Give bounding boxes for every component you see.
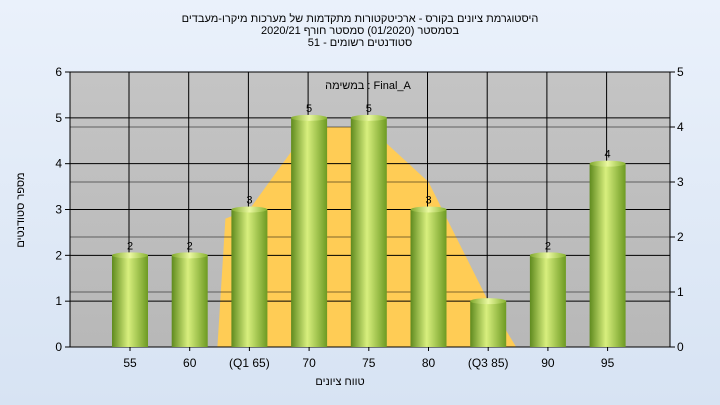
y-tick-label: 4 [55,157,62,171]
x-tick-label: 80 [422,356,436,370]
y2-tick-label: 5 [677,65,684,79]
y2-tick-label: 0 [677,340,684,354]
x-tick-label: (Q1 65) [229,356,270,370]
bar [291,117,328,347]
task-annotation: במשימה : Final_A [325,80,411,92]
bar [171,255,208,347]
x-axis-label: טווח ציונים [315,376,364,388]
bar-layer [112,114,626,347]
x-tick-label: 90 [541,356,555,370]
y-tick-label: 0 [55,340,62,354]
y2-tick-label: 4 [677,120,684,134]
chart-title-line-2: בסמסטר (01/2020) סמסטר חורף 2020/21 [261,25,459,37]
data-label: 4 [605,149,611,161]
bar-top [529,252,566,259]
y-tick-label: 5 [55,111,62,125]
x-tick-label: (Q3 85) [468,356,509,370]
x-tick-label: 75 [362,356,376,370]
data-label: 2 [545,240,551,252]
data-label: 3 [246,195,252,207]
bar-top [470,298,507,305]
bar [470,301,507,347]
chart-title-line-1: היסטוגרמת ציונים בקורס - ארכיטקטורות מתק… [182,12,539,25]
y-tick-label: 2 [55,248,62,262]
x-tick-label: 60 [183,356,197,370]
x-tick-label: 55 [123,356,137,370]
y2-tick-label: 2 [677,230,684,244]
bar [231,209,268,347]
bar-top [231,206,268,213]
chart-title-line-3: סטודנטים רשומים - 51 [308,37,412,49]
x-tick-label: 95 [601,356,615,370]
y-tick-label: 3 [55,203,62,217]
data-label: 2 [187,240,193,252]
y2-tick-label: 1 [677,285,684,299]
bar [589,163,626,347]
bar [529,255,566,347]
bar-top [589,160,626,167]
bar [410,209,447,347]
bar-top [350,114,387,121]
bar-top [410,206,447,213]
data-label: 5 [306,103,312,115]
bar-top [291,114,328,121]
y-axis-label: מספר סטודנטים [15,172,27,247]
data-label: 5 [366,103,372,115]
y-tick-label: 6 [55,65,62,79]
bar [112,255,148,347]
data-label-layer: 2 2 3 5 5 3 2 4 [127,103,611,252]
bar [350,117,387,347]
y-tick-label: 1 [55,294,62,308]
data-label: 3 [425,195,431,207]
data-label: 2 [127,240,133,252]
x-tick-label: 70 [302,356,316,370]
bar-top [171,252,208,259]
y2-tick-label: 3 [677,175,684,189]
bar-top [112,252,148,259]
